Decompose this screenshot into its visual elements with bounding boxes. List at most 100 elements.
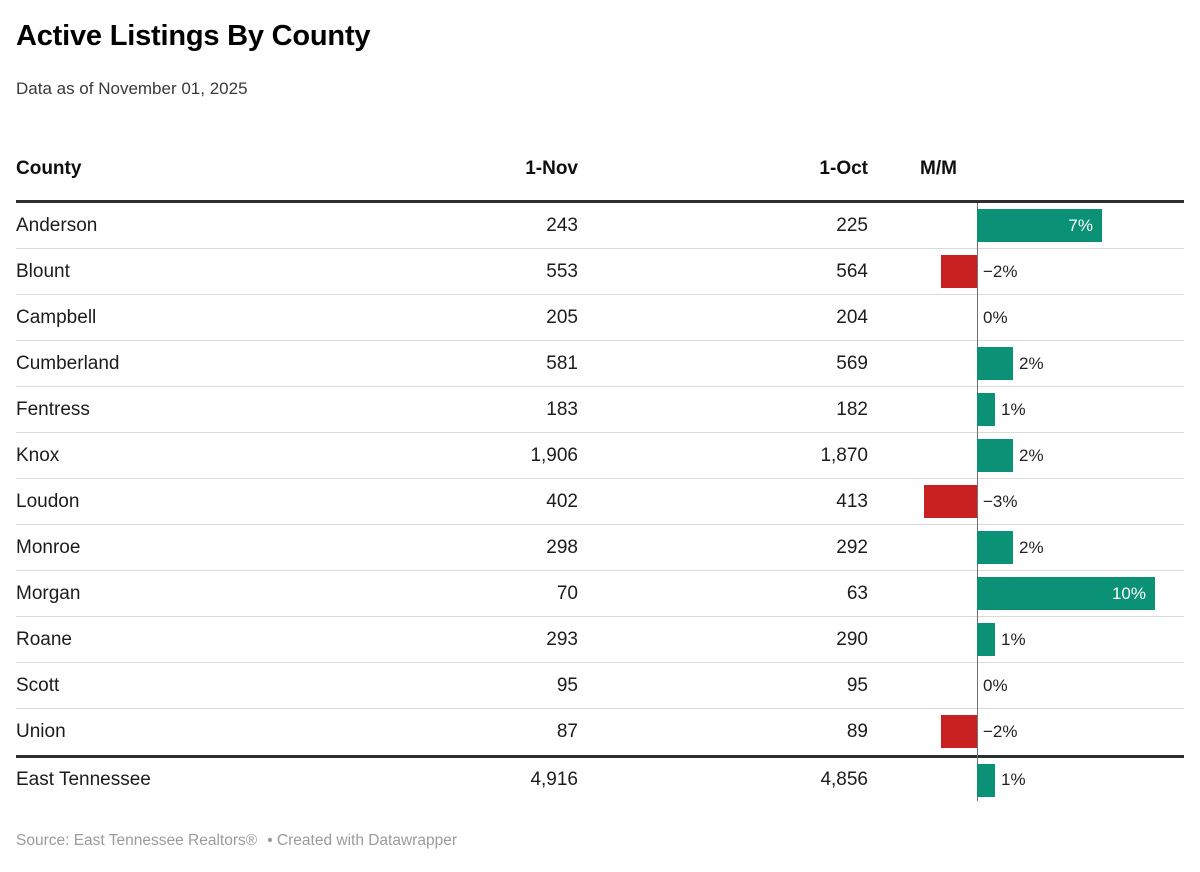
mm-bar-cell: 7% [868,203,1184,248]
positive-bar [977,623,995,657]
mm-bar-cell: 0% [868,663,1184,708]
table-row: Fentress 183 182 1% [16,387,1184,434]
mm-bar-cell: 2% [868,525,1184,570]
oct-value: 413 [836,490,868,512]
table-row: Union 87 89 −2% [16,709,1184,755]
oct-value: 569 [836,352,868,374]
table-row: Campbell 205 204 0% [16,295,1184,342]
bar-value-label: 2% [1019,537,1044,557]
mm-bar-cell: 2% [868,433,1184,478]
mm-bar-cell: 1% [868,617,1184,662]
oct-value: 204 [836,306,868,328]
nov-value: 293 [546,628,578,650]
bar-value-label: 0% [983,675,1008,695]
table-row: Loudon 402 413 −3% [16,479,1184,526]
column-header-1-oct: 1-Oct [819,158,868,180]
zero-axis-line [977,203,978,802]
mm-bar-cell: 0% [868,295,1184,340]
nov-value: 87 [556,721,578,743]
table-row: Anderson 243 225 7% [16,203,1184,250]
nov-value: 581 [546,352,578,374]
nov-value: 1,906 [530,444,578,466]
mm-bar-cell: 2% [868,341,1184,386]
county-name: Anderson [16,214,98,236]
chart-footer: Source: East Tennessee Realtors® • Create… [16,831,1184,851]
table-row: Monroe 298 292 2% [16,525,1184,572]
county-name: Loudon [16,490,80,512]
nov-value: 70 [556,582,578,604]
nov-value: 402 [546,490,578,512]
oct-value: 63 [846,582,868,604]
source-text: Source: East Tennessee Realtors® [16,832,258,850]
table-row: Morgan 70 63 10% [16,571,1184,618]
positive-bar [977,347,1013,381]
positive-bar [977,393,995,427]
column-header-mm: M/M [920,158,957,180]
bar-value-label: 1% [1001,769,1026,789]
county-name: Fentress [16,398,90,420]
column-header-county: County [16,158,82,180]
nov-value: 4,916 [530,768,578,790]
bar-value-label: −2% [983,722,1018,742]
nov-value: 243 [546,214,578,236]
county-name: Cumberland [16,352,120,374]
oct-value: 95 [846,674,868,696]
table-row: Knox 1,906 1,870 2% [16,433,1184,480]
table-row-total: East Tennessee 4,916 4,856 1% [16,755,1184,801]
bar-value-label: 1% [1001,399,1026,419]
table-row: Blount 553 564 −2% [16,249,1184,296]
nov-value: 298 [546,536,578,558]
county-name: East Tennessee [16,768,151,790]
negative-bar [924,485,977,519]
negative-bar [941,255,977,289]
chart-title: Active Listings By County [16,20,371,52]
bar-value-label: 2% [1019,445,1044,465]
bar-value-label: −2% [983,261,1018,281]
oct-value: 292 [836,536,868,558]
county-name: Scott [16,674,60,696]
positive-bar: 7% [977,209,1102,243]
positive-bar [977,439,1013,473]
negative-bar [941,715,977,749]
table-row: Roane 293 290 1% [16,617,1184,664]
nov-value: 183 [546,398,578,420]
county-name: Union [16,721,66,743]
mm-bar-cell: 10% [868,571,1184,616]
column-header-1-nov: 1-Nov [525,158,578,180]
mm-bar-cell: −3% [868,479,1184,524]
county-name: Morgan [16,582,81,604]
county-name: Blount [16,260,70,282]
county-name: Monroe [16,536,81,558]
chart-subtitle: Data as of November 01, 2025 [16,79,248,99]
mm-bar-cell: 1% [868,758,1184,801]
nov-value: 553 [546,260,578,282]
positive-bar: 10% [977,577,1155,611]
oct-value: 290 [836,628,868,650]
county-name: Campbell [16,306,97,328]
table-row: Cumberland 581 569 2% [16,341,1184,388]
positive-bar [977,764,995,798]
table-header-row: County 1-Nov 1-Oct M/M [16,157,1184,204]
mm-bar-cell: −2% [868,249,1184,294]
bar-value-label: 1% [1001,629,1026,649]
nov-value: 95 [556,674,578,696]
oct-value: 1,870 [820,444,868,466]
nov-value: 205 [546,306,578,328]
bar-value-label: 7% [1068,215,1093,235]
county-name: Knox [16,444,60,466]
bar-value-label: 10% [1111,583,1146,603]
oct-value: 182 [836,398,868,420]
datawrapper-attribution-link[interactable]: • Created with Datawrapper [267,832,457,850]
oct-value: 225 [836,214,868,236]
bar-value-label: 0% [983,307,1008,327]
bar-value-label: 2% [1019,353,1044,373]
oct-value: 4,856 [820,768,868,790]
mm-bar-cell: 1% [868,387,1184,432]
mm-bar-cell: −2% [868,709,1184,755]
table-row: Scott 95 95 0% [16,663,1184,710]
bar-value-label: −3% [983,491,1018,511]
oct-value: 564 [836,260,868,282]
county-name: Roane [16,628,72,650]
positive-bar [977,531,1013,565]
